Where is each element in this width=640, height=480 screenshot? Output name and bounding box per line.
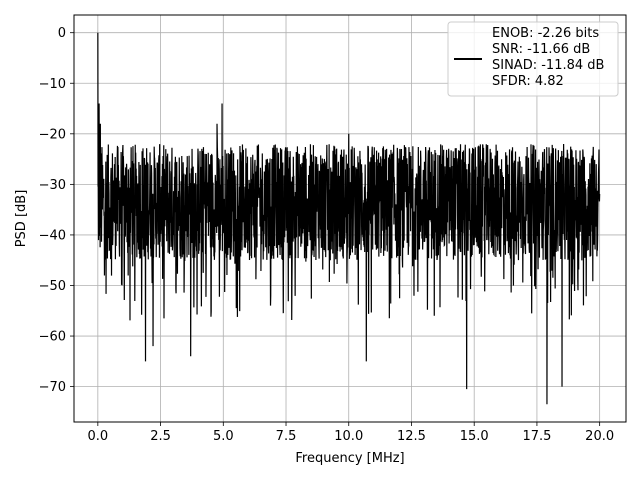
y-axis-label: PSD [dB] xyxy=(14,190,29,248)
legend-box xyxy=(447,21,619,97)
x-tick-label: 17.5 xyxy=(522,429,551,444)
plot-area xyxy=(97,32,601,405)
x-axis: 0.0 2.5 5.0 7.5 10.0 12.5 15.0 17.5 20.0 xyxy=(87,422,614,444)
psd-series-line xyxy=(97,32,601,405)
y-tick-label: −70 xyxy=(39,380,66,395)
y-tick-label: 0 xyxy=(58,26,66,41)
x-tick-label: 15.0 xyxy=(460,429,489,444)
x-tick-label: 12.5 xyxy=(397,429,426,444)
x-tick-label: 2.5 xyxy=(150,429,171,444)
y-tick-label: −20 xyxy=(39,127,66,142)
x-tick-label: 10.0 xyxy=(334,429,363,444)
legend-entry-enob: ENOB: -2.26 bits xyxy=(492,26,599,41)
legend: ENOB: -2.26 bits SNR: -11.66 dB SINAD: -… xyxy=(447,21,619,97)
y-axis: 0 −10 −20 −30 −40 −50 −60 −70 xyxy=(39,26,74,395)
y-tick-label: −60 xyxy=(39,330,66,345)
legend-entry-sfdr: SFDR: 4.82 xyxy=(492,74,564,89)
y-tick-label: −30 xyxy=(39,178,66,193)
x-tick-label: 0.0 xyxy=(87,429,108,444)
y-tick-label: −50 xyxy=(39,279,66,294)
x-axis-label: Frequency [MHz] xyxy=(295,451,404,466)
x-tick-label: 7.5 xyxy=(276,429,297,444)
legend-entry-sinad: SINAD: -11.84 dB xyxy=(492,58,604,73)
x-tick-label: 20.0 xyxy=(585,429,614,444)
legend-entry-snr: SNR: -11.66 dB xyxy=(492,42,590,57)
y-tick-label: −10 xyxy=(39,77,66,92)
x-tick-label: 5.0 xyxy=(213,429,234,444)
axes-frame xyxy=(73,14,627,423)
y-tick-label: −40 xyxy=(39,228,66,243)
